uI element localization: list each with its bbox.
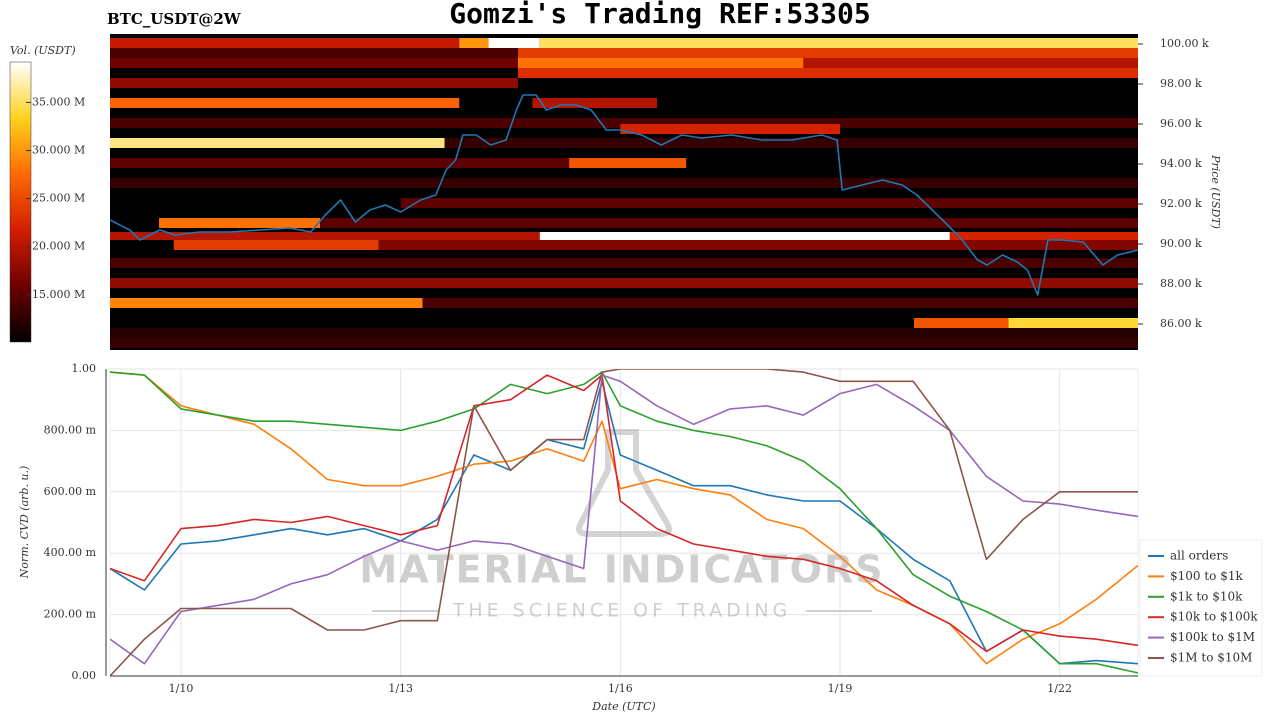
legend [1139,539,1263,677]
watermark-title: MATERIAL INDICATORS [359,548,884,592]
colorbar-tick-label: 30.000 M [32,144,85,157]
heat-cell [110,278,1138,288]
y-tick-label: 90.00 k [1160,237,1202,250]
colorbar [9,61,32,343]
heat-cell [110,98,460,108]
series-line [110,374,1138,653]
heat-cell [110,38,460,48]
overlay: 86.00 k 88.00 k 90.00 k 92.00 k 94.00 k 96.00… [9,37,1258,695]
colorbar-tick-label: 25.000 M [32,192,85,205]
y-tick-label: 600.00 m [44,485,97,498]
heat-cell [569,158,687,168]
x-tick-label: 1/19 [828,682,853,695]
heat-cell [110,118,1138,128]
heat-cell [517,68,1138,78]
series-line [110,380,1138,665]
heat-cell [320,218,1138,228]
y-tick-label: 200.00 m [44,608,97,621]
heat-cell [110,328,1138,338]
heat-cell [539,38,1138,48]
heat-cell [110,138,445,148]
heat-cell [517,48,1138,58]
series-line [110,371,1138,665]
x-axis-label: Date (UTC) [591,700,655,713]
legend-label: $100k to $1M [1170,630,1255,644]
heat-cell [110,158,570,168]
y-tick-label: 98.00 k [1160,77,1202,90]
heat-cell [422,298,1138,308]
heat-cell [1008,318,1138,328]
x-tick-label: 1/22 [1047,682,1072,695]
legend-label: $1k to $10k [1170,589,1243,603]
heat-cell [803,58,1138,68]
heat-cell [110,48,518,58]
heat-cell [913,318,1009,328]
heat-cell [949,232,1138,240]
heatmap-area [110,34,1138,350]
colorbar-label: Vol. (USDT) [10,44,76,57]
chart-title: Gomzi's Trading REF:53305 [449,0,870,30]
heat-cell [488,38,540,48]
series-line [110,374,1138,665]
heat-cell [110,178,1138,188]
heat-cell [110,232,540,240]
watermark-logo [576,429,672,537]
y-tick-label: 88.00 k [1160,277,1202,290]
heat-cell [620,124,840,134]
heat-cell [400,198,1138,208]
colorbar-tick-label: 20.000 M [32,240,85,253]
y-tick-label: 96.00 k [1160,117,1202,130]
heat-cell [159,218,321,228]
heat-cell [110,78,518,88]
heat-cell [110,258,1138,268]
heat-cell [110,338,1138,348]
y-tick-label: 100.00 k [1160,37,1209,50]
heat-cell [532,98,657,108]
lines [110,369,1138,676]
y-tick-label: 92.00 k [1160,197,1202,210]
heat-cell [444,138,1138,148]
heat-cell [539,232,950,240]
heat-cell [517,58,804,68]
legend-label: $10k to $100k [1170,610,1258,624]
series-line [110,371,1138,674]
y-axis-label: Norm. CVD (arb. u.) [18,466,31,580]
y-tick-label: 800.00 m [44,423,97,436]
legend-label: all orders [1170,549,1228,563]
y-axis-label: Price (USDT) [1209,154,1222,229]
y-tick-label: 94.00 k [1160,157,1202,170]
x-tick-label: 1/10 [169,682,194,695]
chart-subtitle: BTC_USDT@2W [107,10,242,28]
plot-area [109,368,1139,677]
heat-cell [378,240,1138,250]
heat-cell [459,38,489,48]
y-tick-label: 86.00 k [1160,317,1202,330]
watermark-subtitle: THE SCIENCE OF TRADING [452,600,792,622]
heat-cell [110,298,423,308]
series-line [110,94,1138,296]
colorbar-tick-label: 15.000 M [32,288,85,301]
x-tick-label: 1/13 [388,682,413,695]
heat-cell [173,240,379,250]
legend-label: $1M to $10M [1170,651,1252,665]
y-tick-label: 400.00 m [44,546,97,559]
series-line [110,369,1138,676]
x-tick-label: 1/16 [608,682,633,695]
legend-label: $100 to $1k [1170,569,1243,583]
y-tick-label: 1.00 [72,362,97,375]
y-tick-label: 0.00 [72,669,97,682]
colorbar-tick-label: 35.000 M [32,95,85,108]
heat-cell [110,58,518,68]
